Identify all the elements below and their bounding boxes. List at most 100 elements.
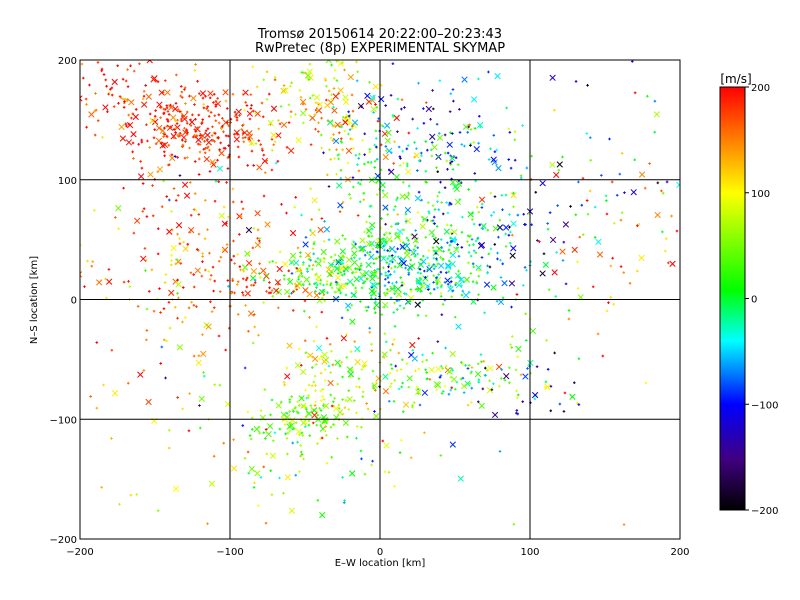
data-point-plus	[449, 131, 452, 135]
data-point-plus	[371, 459, 374, 463]
data-point-cross	[331, 107, 338, 114]
data-point-cross	[539, 180, 546, 187]
data-point-plus	[243, 136, 247, 139]
data-point-cross	[382, 204, 389, 211]
data-point-plus	[374, 311, 377, 315]
data-point-plus	[226, 279, 230, 282]
data-point-plus	[441, 257, 444, 261]
data-point-plus	[441, 390, 445, 393]
data-point-plus	[265, 159, 268, 162]
data-point-plus	[300, 71, 304, 74]
data-point-plus	[480, 256, 484, 259]
data-point-plus	[461, 376, 465, 380]
x-tick-label: 0	[377, 547, 383, 558]
data-point-plus	[162, 107, 165, 111]
data-point-plus	[521, 400, 524, 403]
data-point-plus	[96, 119, 100, 122]
data-point-cross	[345, 113, 352, 120]
data-point-plus	[490, 214, 493, 217]
data-point-plus	[508, 241, 512, 245]
data-point-cross	[460, 383, 468, 390]
data-point-plus	[201, 96, 205, 100]
data-point-plus	[110, 86, 114, 90]
data-point-plus	[333, 124, 336, 127]
data-point-plus	[424, 236, 428, 239]
data-point-plus	[431, 264, 434, 268]
data-point-cross	[510, 245, 517, 252]
data-point-plus	[516, 393, 520, 397]
data-point-plus	[432, 281, 435, 284]
data-point-plus	[159, 362, 163, 365]
data-point-plus	[265, 290, 268, 293]
data-point-plus	[387, 254, 391, 258]
data-point-plus	[446, 241, 449, 245]
data-point-plus	[508, 381, 511, 385]
data-point-plus	[440, 313, 444, 317]
data-point-plus	[622, 271, 626, 274]
data-point-plus	[131, 141, 135, 145]
data-point-plus	[329, 371, 332, 374]
data-point-plus	[158, 287, 161, 290]
data-point-plus	[145, 338, 148, 342]
data-point-plus	[319, 409, 323, 412]
data-point-plus	[370, 234, 374, 238]
data-point-plus	[203, 268, 207, 272]
data-point-plus	[231, 187, 235, 191]
data-point-plus	[431, 234, 435, 238]
data-point-plus	[496, 257, 499, 261]
data-point-plus	[320, 310, 324, 314]
data-point-plus	[329, 393, 333, 397]
data-point-cross	[383, 122, 391, 129]
data-point-plus	[580, 203, 584, 207]
data-point-plus	[471, 280, 475, 284]
data-point-plus	[332, 259, 336, 262]
data-point-plus	[486, 228, 490, 232]
data-point-plus	[493, 150, 497, 153]
data-point-cross	[304, 72, 312, 79]
data-point-plus	[212, 289, 215, 293]
data-point-plus	[138, 62, 141, 66]
data-point-plus	[451, 168, 455, 171]
data-point-plus	[308, 434, 312, 437]
data-point-cross	[402, 401, 410, 408]
data-point-cross	[412, 237, 420, 244]
data-point-cross	[221, 220, 228, 227]
data-point-cross	[203, 155, 210, 163]
data-point-plus	[435, 388, 438, 392]
data-point-plus	[326, 291, 329, 295]
data-point-plus	[197, 113, 201, 117]
data-point-plus	[498, 218, 502, 222]
data-point-plus	[299, 251, 302, 254]
data-point-plus	[202, 147, 206, 151]
data-point-plus	[129, 493, 133, 497]
data-point-plus	[174, 262, 178, 266]
data-point-plus	[274, 261, 278, 264]
data-point-plus	[176, 156, 179, 159]
data-point-cross	[445, 262, 452, 269]
data-point-plus	[338, 364, 342, 368]
data-point-plus	[258, 237, 262, 240]
data-point-plus	[180, 96, 184, 99]
data-point-plus	[363, 230, 366, 234]
data-point-plus	[488, 379, 491, 383]
data-point-cross	[200, 350, 207, 358]
data-point-cross	[409, 341, 416, 349]
data-point-plus	[259, 409, 263, 412]
colorbar-label: [m/s]	[720, 72, 751, 86]
data-point-plus	[317, 208, 321, 212]
data-point-plus	[368, 80, 371, 84]
data-point-plus	[389, 273, 392, 276]
data-point-plus	[197, 232, 201, 236]
data-point-cross	[358, 245, 365, 253]
data-point-plus	[258, 262, 261, 265]
data-point-plus	[264, 437, 267, 440]
data-point-plus	[368, 205, 372, 208]
data-point-plus	[196, 126, 200, 129]
data-point-plus	[492, 382, 495, 386]
data-point-plus	[337, 266, 341, 270]
data-point-plus	[117, 227, 120, 231]
data-point-plus	[314, 389, 317, 393]
data-point-plus	[439, 295, 443, 298]
data-point-plus	[121, 77, 125, 81]
data-point-plus	[167, 301, 171, 304]
